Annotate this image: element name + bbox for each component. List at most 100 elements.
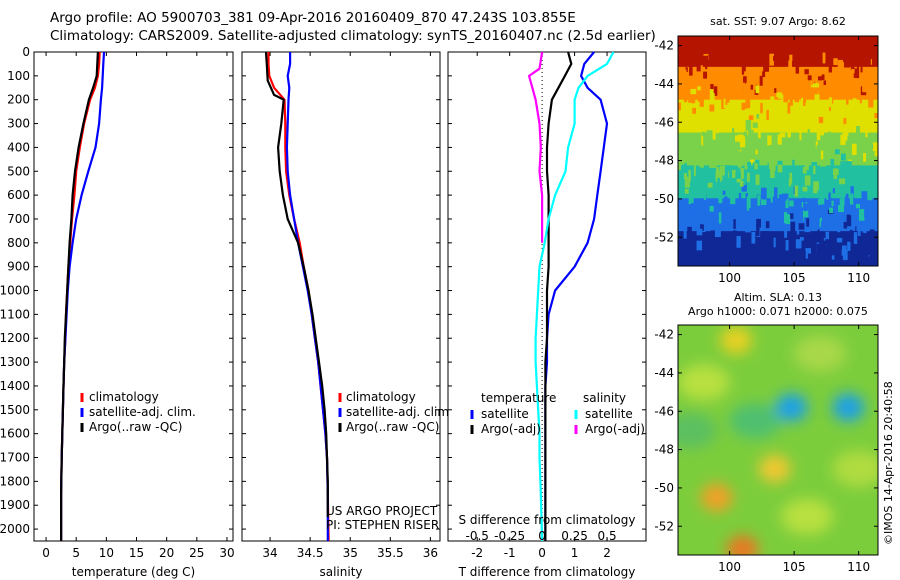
sst-speckle xyxy=(858,209,865,221)
sst-speckle xyxy=(867,193,873,201)
sst-speckle xyxy=(683,141,688,149)
sst-speckle xyxy=(697,90,701,102)
sst-speckle xyxy=(696,228,703,236)
sst-speckle xyxy=(752,84,756,90)
sst-speckle xyxy=(832,188,835,194)
sst-speckle xyxy=(858,253,863,260)
sst-speckle xyxy=(839,263,844,266)
sst-speckle xyxy=(724,196,728,209)
map-frame xyxy=(677,324,879,556)
sst-speckle xyxy=(703,191,706,200)
sst-speckle xyxy=(780,177,786,182)
sst-speckle xyxy=(847,44,854,53)
sst-speckle xyxy=(750,159,755,164)
sst-speckle xyxy=(842,186,846,192)
sst-speckle xyxy=(705,45,709,54)
sst-speckle xyxy=(809,72,815,78)
sst-speckle xyxy=(792,159,795,171)
sst-speckle xyxy=(773,237,776,248)
y-tick-label: 400 xyxy=(7,140,30,154)
sst-speckle xyxy=(784,229,788,238)
sst-speckle xyxy=(860,66,863,73)
sst-speckle xyxy=(823,262,828,266)
sst-speckle xyxy=(700,158,704,168)
sst-speckle xyxy=(709,242,713,253)
sst-speckle xyxy=(868,98,874,108)
sst-speckle xyxy=(756,218,761,228)
sst-speckle xyxy=(846,99,849,105)
sst-speckle xyxy=(734,142,740,151)
sst-speckle xyxy=(820,150,824,162)
sst-speckle xyxy=(690,88,697,95)
sst-speckle xyxy=(818,260,821,266)
sst-speckle xyxy=(739,181,744,187)
sst-speckle xyxy=(778,38,781,46)
x-tick-label: 36 xyxy=(423,546,438,560)
sst-speckle xyxy=(721,180,726,186)
sst-speckle xyxy=(801,97,804,107)
legend-group-label: salinity xyxy=(583,391,626,405)
y-tick-label: 1700 xyxy=(0,451,30,465)
sst-speckle xyxy=(718,191,723,204)
y-tick-label: 900 xyxy=(7,260,30,274)
sst-speckle xyxy=(862,84,867,93)
sst-speckle xyxy=(799,129,802,141)
sst-speckle xyxy=(846,55,851,63)
sst-speckle xyxy=(821,221,828,229)
sla-map: -42 -44 -46 -48 -50 -52 100 105 110 xyxy=(654,324,879,574)
sst-speckle xyxy=(691,97,696,104)
legend-label: satellite xyxy=(481,407,529,421)
sst-speckle xyxy=(816,140,821,145)
sst-speckle xyxy=(734,153,739,166)
sst-speckle xyxy=(767,162,770,169)
sst-speckle xyxy=(794,52,798,62)
sst-speckle xyxy=(713,142,719,153)
x-axis-label: temperature (deg C) xyxy=(72,565,195,579)
sst-speckle xyxy=(833,41,838,53)
sst-speckle xyxy=(802,96,806,106)
sst-speckle xyxy=(852,98,857,106)
imos-credit: ©IMOS 14-Apr-2016 20:40:58 xyxy=(882,381,895,545)
sst-speckle xyxy=(777,160,783,166)
sst-speckle xyxy=(777,134,782,145)
map-y-tick-label: -48 xyxy=(654,154,674,168)
sst-speckle xyxy=(679,258,684,266)
sst-speckle xyxy=(758,126,761,139)
profile-panel-3: -2 -1 0 1 2 T difference from climatology -0.5… xyxy=(447,51,647,579)
sst-speckle xyxy=(777,92,784,99)
sst-speckle xyxy=(789,200,794,207)
sst-speckle xyxy=(709,160,715,168)
sst-speckle xyxy=(851,223,856,231)
sst-speckle xyxy=(750,187,755,195)
sst-speckle xyxy=(821,74,825,81)
sst-speckle xyxy=(816,144,820,157)
map-y-tick-label: -46 xyxy=(654,115,674,129)
sst-speckle xyxy=(763,60,769,72)
sst-speckle xyxy=(846,214,852,227)
sst-speckle xyxy=(733,246,736,253)
sla-blob xyxy=(720,326,753,355)
sst-speckle xyxy=(715,204,722,211)
sst-speckle xyxy=(867,256,874,266)
sla-map-title-1: Altim. SLA: 0.13 xyxy=(733,291,823,304)
sst-speckle xyxy=(746,200,749,211)
sst-speckle xyxy=(770,96,775,109)
sst-speckle xyxy=(803,143,809,152)
sst-speckle xyxy=(766,109,769,121)
sst-speckle xyxy=(824,113,829,119)
sst-speckle xyxy=(702,146,706,158)
sst-speckle xyxy=(872,56,876,67)
sst-speckle xyxy=(774,137,780,148)
sst-speckle xyxy=(800,211,803,220)
sst-speckle xyxy=(829,207,834,214)
sst-speckle xyxy=(703,71,708,79)
sst-speckle xyxy=(802,166,807,174)
sst-speckle xyxy=(791,183,794,193)
sst-speckle xyxy=(746,221,753,229)
sst-speckle xyxy=(840,134,846,145)
sst-speckle xyxy=(694,207,697,212)
sst-speckle xyxy=(684,188,689,194)
sst-speckle xyxy=(869,243,874,253)
sst-speckle xyxy=(774,57,779,63)
sst-speckle xyxy=(800,87,804,94)
